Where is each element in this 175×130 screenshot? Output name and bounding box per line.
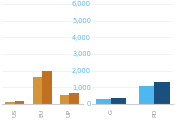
Bar [69, 93, 79, 104]
Bar [60, 95, 69, 104]
Bar [111, 98, 126, 104]
Bar [154, 82, 170, 104]
Bar [5, 102, 15, 104]
Bar [42, 71, 52, 104]
Bar [33, 77, 42, 104]
Bar [139, 86, 154, 104]
Bar [15, 101, 25, 104]
Bar [96, 99, 111, 104]
